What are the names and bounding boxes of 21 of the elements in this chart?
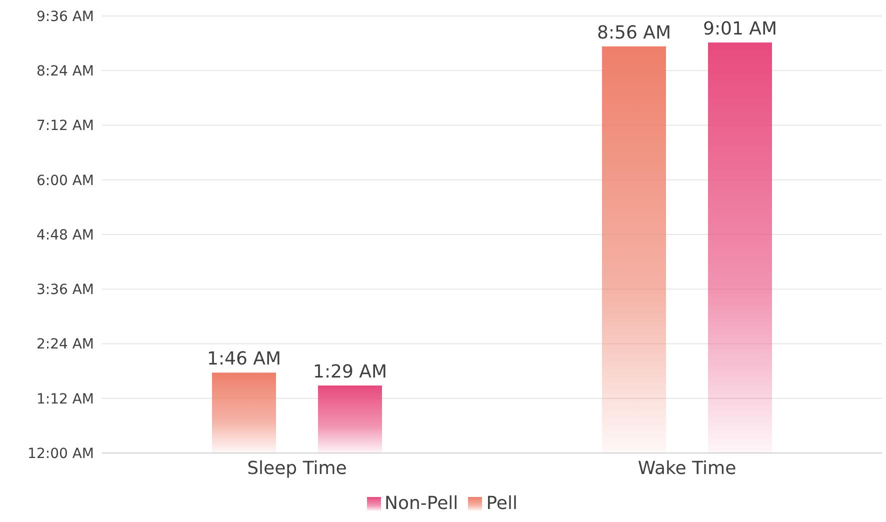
y-tick-label: 2:24 AM <box>36 336 94 353</box>
bar <box>708 42 772 453</box>
bar <box>212 372 276 453</box>
data-label: 8:56 AM <box>597 22 671 44</box>
y-tick-label: 8:24 AM <box>36 64 94 80</box>
y-tick-label: 12:00 AM <box>28 446 94 462</box>
y-tick-label: 3:36 AM <box>36 282 94 298</box>
y-tick-label: 9:36 AM <box>36 8 94 25</box>
data-label: 9:01 AM <box>703 18 777 40</box>
legend-label: Pell <box>486 493 518 514</box>
data-label: 1:29 AM <box>313 361 387 382</box>
x-tick-label: Wake Time <box>638 458 736 479</box>
bar <box>318 385 382 453</box>
legend-label: Non-Pell <box>384 493 458 514</box>
y-tick-label: 4:48 AM <box>36 227 94 244</box>
bar <box>602 46 666 453</box>
data-label: 1:46 AM <box>207 348 281 370</box>
x-tick-label: Sleep Time <box>247 458 347 479</box>
y-tick-label: 6:00 AM <box>36 172 94 189</box>
y-tick-label: 7:12 AM <box>36 118 94 134</box>
y-tick-label: 1:12 AM <box>36 391 94 408</box>
